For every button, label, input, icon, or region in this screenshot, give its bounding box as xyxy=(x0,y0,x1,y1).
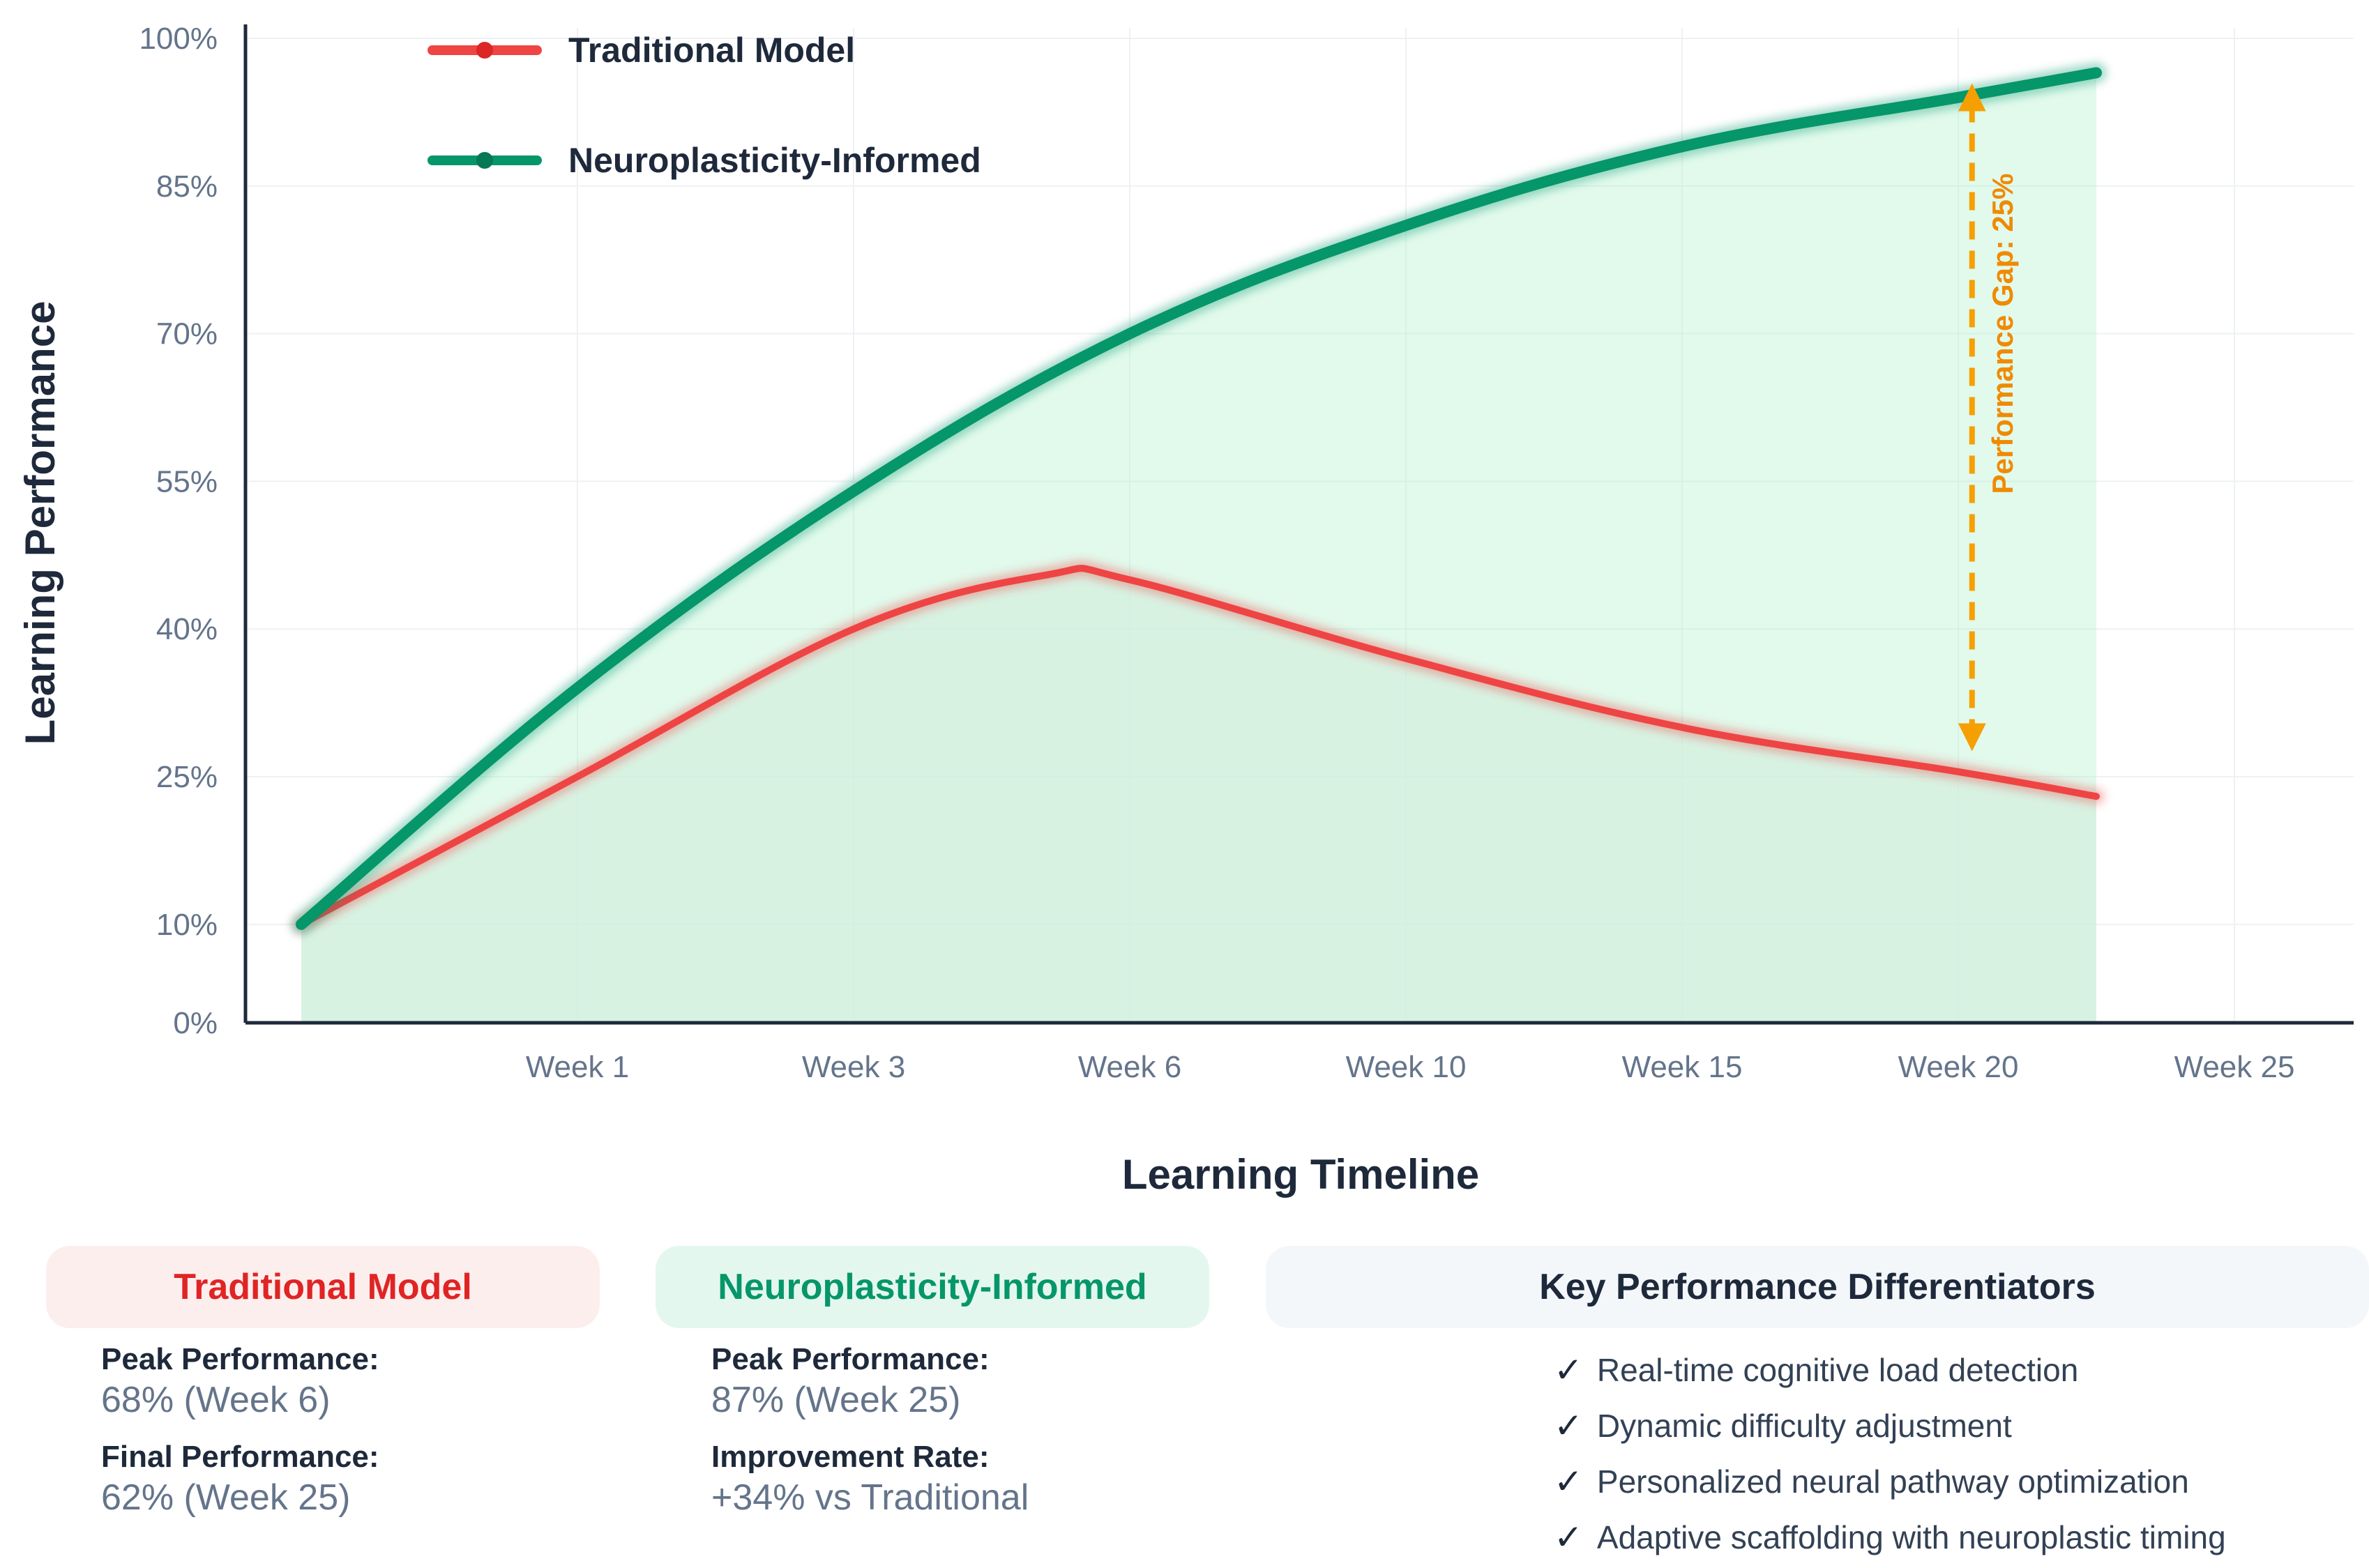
differentiator-text: Dynamic difficulty adjustment xyxy=(1596,1408,2012,1444)
differentiators-list: ✓ Real-time cognitive load detection ✓ Dyn… xyxy=(1554,1342,2226,1565)
list-item: ✓ Personalized neural pathway optimizatio… xyxy=(1554,1454,2226,1509)
y-tick-label: 25% xyxy=(156,760,218,794)
y-tick-label: 70% xyxy=(156,317,218,351)
performance-chart: 0%10%25%40%55%70%85%100% Week 1 Week 3 Wee… xyxy=(17,22,2354,1198)
differentiator-text: Adaptive scaffolding with neuroplastic t… xyxy=(1596,1519,2226,1555)
performance-gap-annotation: Performance Gap: 25% xyxy=(1958,83,2019,752)
y-tick-label: 85% xyxy=(156,169,218,204)
series-line-neuro xyxy=(296,67,2102,930)
axes xyxy=(243,24,2354,1025)
differentiator-text: Personalized neural pathway optimization xyxy=(1596,1463,2189,1500)
differentiator-text: Real-time cognitive load detection xyxy=(1596,1352,2079,1388)
neuro-improvement-label: Improvement Rate: xyxy=(711,1440,990,1474)
y-tick-label: 100% xyxy=(139,22,218,56)
x-tick-labels: Week 1 Week 3 Week 6 Week 10 Week 15 Week 20 W… xyxy=(526,1050,2295,1084)
check-icon: ✓ xyxy=(1554,1406,1583,1445)
legend-label: Neuroplasticity-Informed xyxy=(568,141,981,180)
check-icon: ✓ xyxy=(1554,1350,1583,1390)
area-fills xyxy=(301,73,2096,1023)
x-tick-label: Week 6 xyxy=(1078,1050,1181,1084)
check-icon: ✓ xyxy=(1554,1462,1583,1501)
x-axis-title: Learning Timeline xyxy=(1122,1151,1479,1198)
y-tick-label: 40% xyxy=(156,612,218,646)
x-tick-label: Week 25 xyxy=(2174,1050,2295,1084)
traditional-panel-header: Traditional Model xyxy=(46,1246,600,1328)
neuro-improvement-value: +34% vs Traditional xyxy=(711,1477,1029,1518)
legend-swatch-marker xyxy=(476,42,493,59)
y-tick-labels: 0% 10% 25% 40% 55% 70% 85% 100% xyxy=(139,22,218,1040)
x-tick-label: Week 10 xyxy=(1346,1050,1467,1084)
check-icon: ✓ xyxy=(1554,1518,1583,1557)
series-lines xyxy=(291,62,2107,935)
y-tick-label: 0% xyxy=(173,1006,218,1040)
legend-swatch-marker xyxy=(476,152,493,169)
y-axis-title: Learning Performance xyxy=(17,301,63,745)
traditional-final-value: 62% (Week 25) xyxy=(101,1477,351,1518)
x-tick-label: Week 20 xyxy=(1898,1050,2019,1084)
traditional-panel-title: Traditional Model xyxy=(174,1267,472,1307)
neuro-panel-title: Neuroplasticity-Informed xyxy=(718,1267,1147,1307)
neuro-peak-value: 87% (Week 25) xyxy=(711,1380,961,1420)
legend-label: Traditional Model xyxy=(568,31,855,70)
traditional-peak-label: Peak Performance: xyxy=(101,1342,379,1376)
gap-label: Performance Gap: 25% xyxy=(1986,174,2019,494)
y-tick-label: 10% xyxy=(156,908,218,942)
x-tick-label: Week 3 xyxy=(802,1050,905,1084)
list-item: ✓ Real-time cognitive load detection xyxy=(1554,1342,2226,1398)
x-tick-label: Week 1 xyxy=(526,1050,629,1084)
neuro-peak-label: Peak Performance: xyxy=(711,1342,990,1376)
differentiators-panel-header: Key Performance Differentiators xyxy=(1266,1246,2369,1328)
list-item: ✓ Dynamic difficulty adjustment xyxy=(1554,1398,2226,1454)
list-item: ✓ Adaptive scaffolding with neuroplastic … xyxy=(1554,1509,2226,1565)
neuro-panel-header: Neuroplasticity-Informed xyxy=(656,1246,1209,1328)
legend: Traditional Model Neuroplasticity-Informe… xyxy=(427,31,981,180)
traditional-final-label: Final Performance: xyxy=(101,1440,379,1474)
x-tick-label: Week 15 xyxy=(1622,1050,1743,1084)
differentiators-panel-title: Key Performance Differentiators xyxy=(1539,1267,2096,1307)
traditional-peak-value: 68% (Week 6) xyxy=(101,1380,331,1420)
y-tick-label: 55% xyxy=(156,464,218,498)
series-line-traditional xyxy=(298,565,2100,928)
